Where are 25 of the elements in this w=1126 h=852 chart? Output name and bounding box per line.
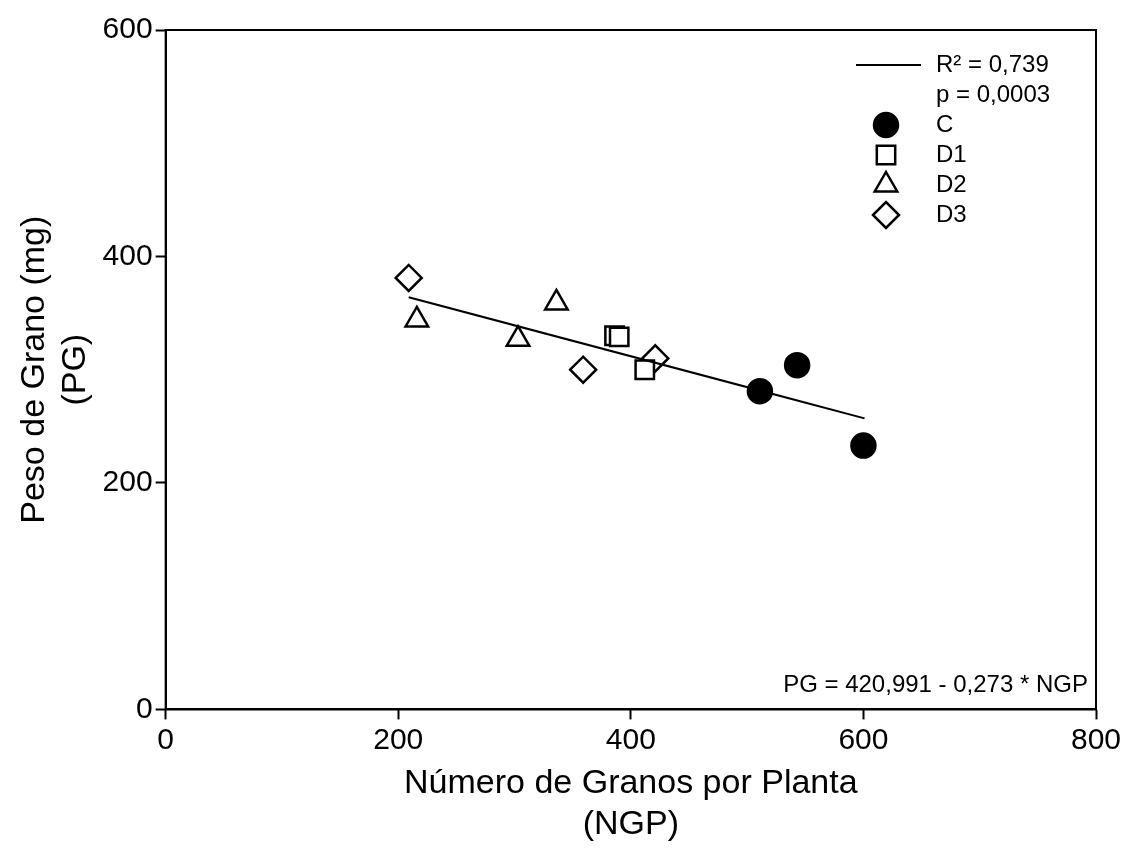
legend-label: D3 <box>936 199 967 227</box>
point <box>568 355 598 384</box>
x-tick-label: 200 <box>373 721 424 755</box>
x-tick-label: 0 <box>157 721 174 755</box>
legend-label: D1 <box>936 139 967 167</box>
legend-label: R² = 0,739 <box>936 49 1049 77</box>
y-tick-label: 200 <box>102 464 153 498</box>
y-tick-label: 600 <box>102 11 153 45</box>
x-tick-label: 800 <box>1070 721 1122 755</box>
legend-label: C <box>936 109 954 137</box>
x-axis-title: Número de Granos por Planta (NGP) <box>404 762 858 841</box>
y-tick-label: 0 <box>135 690 153 724</box>
annotation: PG = 420,991 - 0,273 * NGP <box>783 670 1088 698</box>
annotation: p = 0,0003 <box>936 79 1051 107</box>
point <box>394 263 423 293</box>
legend-label: D2 <box>936 169 967 197</box>
point <box>850 432 877 459</box>
y-tick-label: 400 <box>102 237 153 271</box>
point <box>634 359 656 381</box>
x-tick-label: 400 <box>605 721 656 755</box>
point <box>783 351 811 379</box>
point <box>746 377 774 405</box>
x-tick-label: 600 <box>838 721 889 755</box>
y-axis-title: Peso de Grano (mg) (PG) <box>12 215 92 524</box>
point <box>608 326 630 348</box>
